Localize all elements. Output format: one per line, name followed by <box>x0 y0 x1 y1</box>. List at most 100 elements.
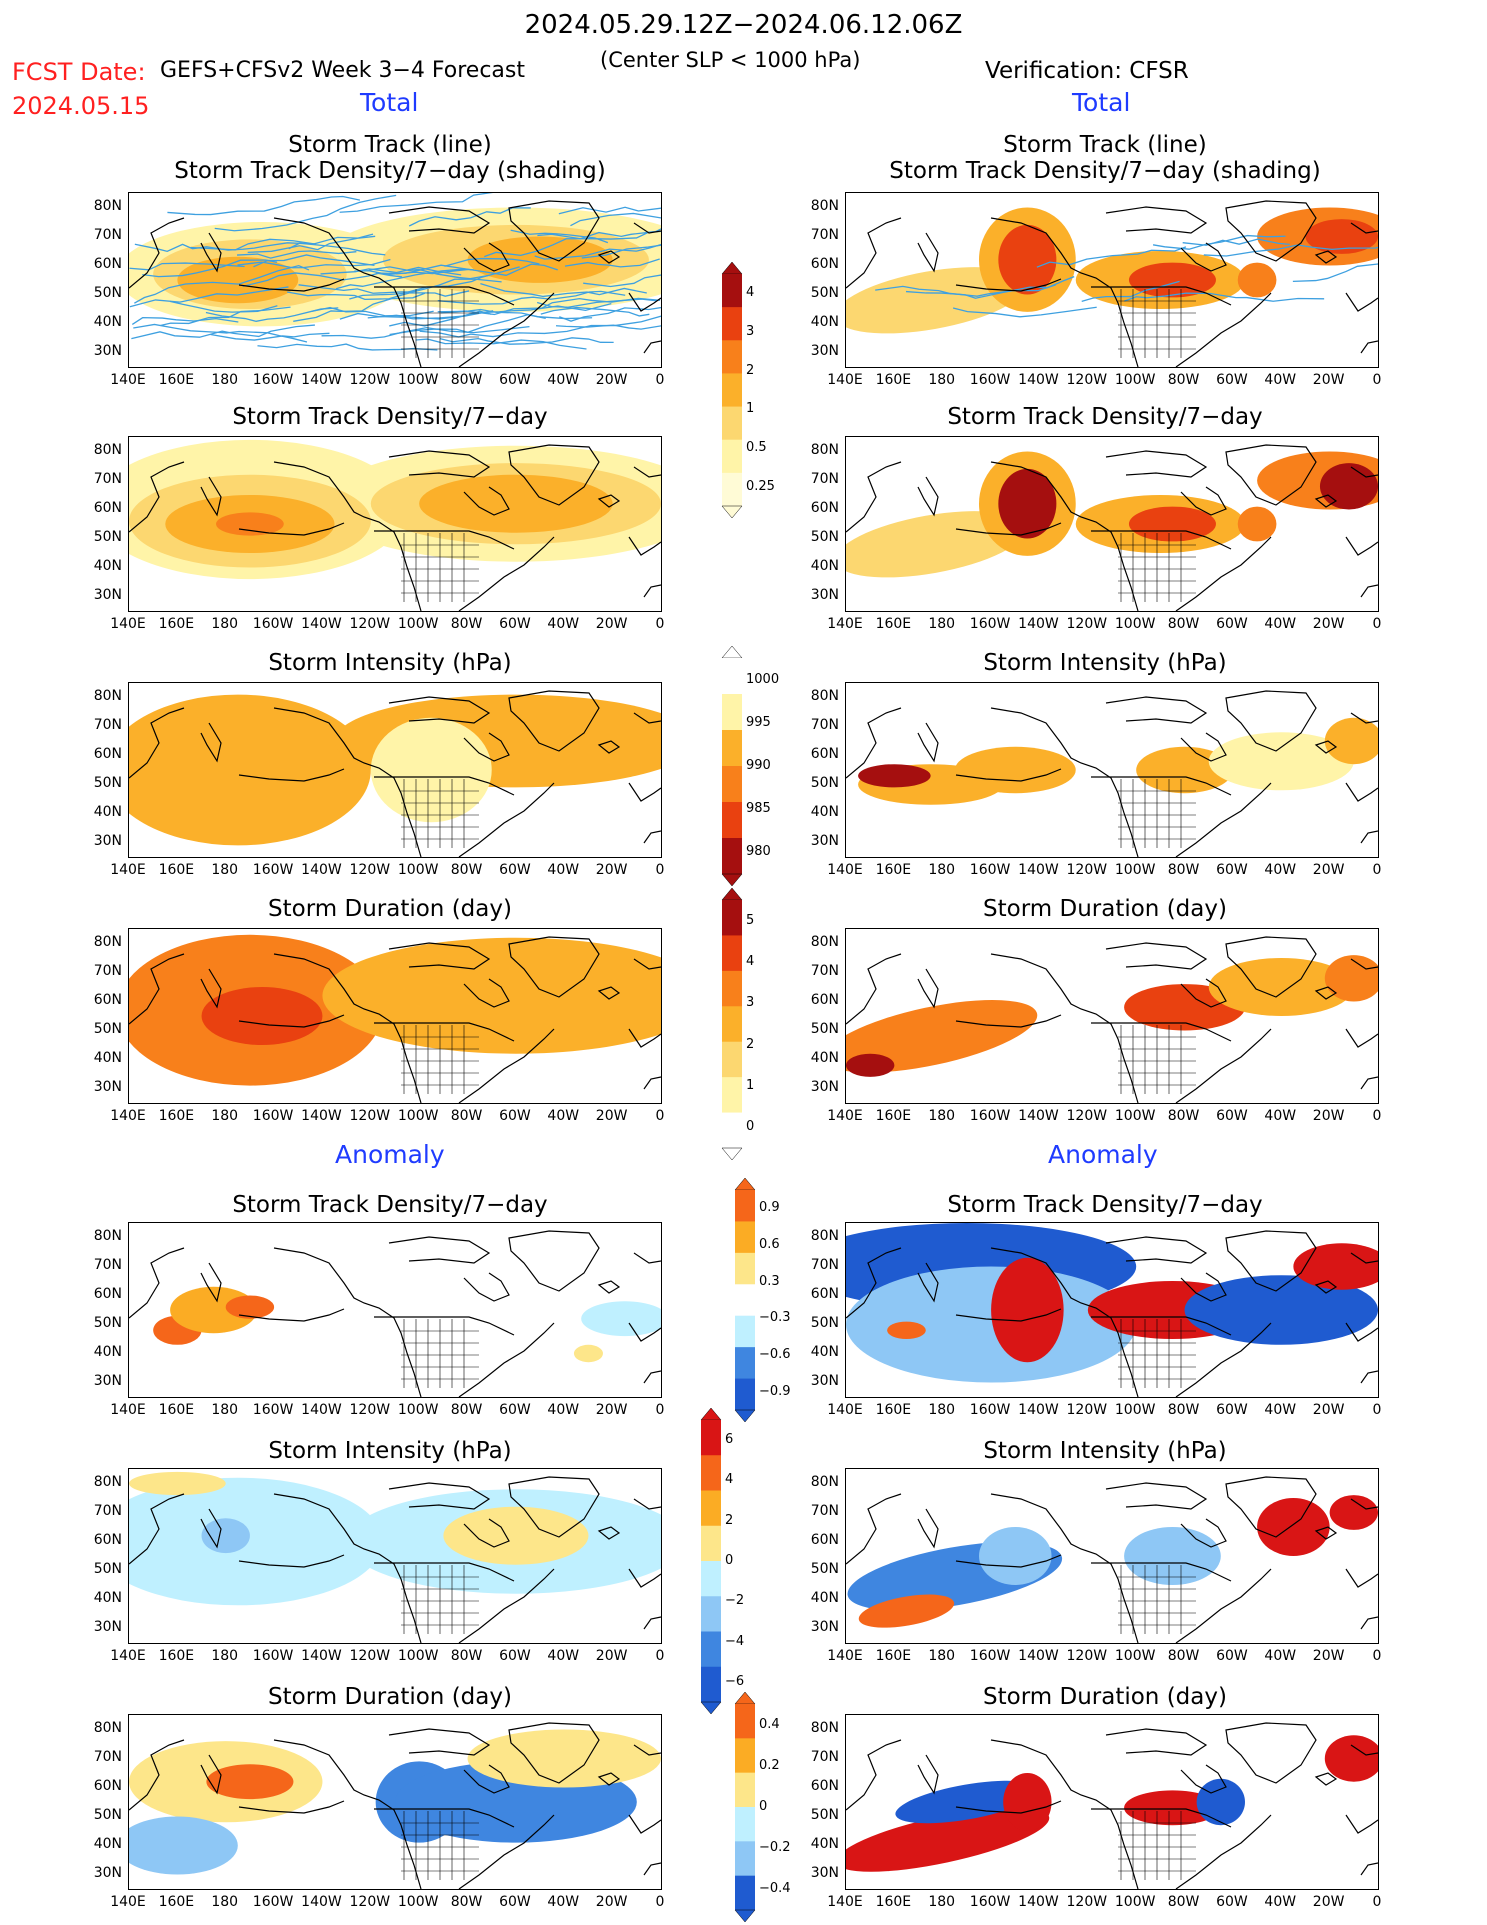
lat-tick-label: 70N <box>810 1256 839 1273</box>
left-anomaly-label: Anomaly <box>335 1140 445 1169</box>
verification-label: Verification: CFSR <box>985 58 1189 84</box>
lon-tick-label: 140E <box>827 372 863 388</box>
lon-tick-label: 160E <box>875 1894 912 1910</box>
colorbar-arrow-bottom <box>734 1409 756 1422</box>
lon-tick-label: 140W <box>301 372 342 388</box>
lon-tick-label: 160E <box>158 862 195 878</box>
lat-tick-label: 70N <box>810 962 839 979</box>
lon-tick-label: 0 <box>1372 372 1382 388</box>
lon-tick-label: 60W <box>499 372 531 388</box>
lon-tick-label: 160W <box>969 1108 1011 1124</box>
lat-tick-label: 60N <box>810 255 839 272</box>
verification-map-intensity <box>845 682 1379 858</box>
lat-tick-label: 30N <box>810 1078 839 1095</box>
lon-tick-label: 160E <box>875 1108 912 1124</box>
colorbar-arrow-bottom <box>721 1147 743 1160</box>
lon-tick-label: 120W <box>349 862 391 878</box>
verification-map-intensity-anom <box>845 1468 1379 1644</box>
lon-tick-label: 80W <box>1167 1648 1200 1664</box>
lon-tick-label: 180 <box>211 1402 239 1418</box>
lat-tick-label: 60N <box>93 255 122 272</box>
lon-tick-label: 60W <box>1216 1402 1248 1418</box>
colorbar-tick-label: 980 <box>746 844 771 860</box>
colorbar-intensity <box>721 646 743 886</box>
lon-tick-label: 60W <box>1216 862 1248 878</box>
lon-tick-label: 140E <box>110 862 146 878</box>
lat-tick-label: 40N <box>93 557 122 574</box>
colorbar-density-anom <box>734 1178 756 1422</box>
lon-tick-label: 160W <box>252 862 294 878</box>
lat-tick-label: 80N <box>810 687 839 704</box>
lon-tick-label: 80W <box>450 616 483 632</box>
lon-tick-label: 180 <box>928 1402 956 1418</box>
colorbar-tick-label: 5 <box>746 912 755 928</box>
colorbar-swatch <box>722 658 742 695</box>
colorbar-swatch <box>735 1378 755 1411</box>
lon-tick-label: 120W <box>1066 862 1108 878</box>
colorbar-swatch <box>701 1490 721 1527</box>
colorbar-tick-label: 0.6 <box>759 1237 780 1252</box>
lon-tick-label: 140E <box>110 1648 146 1664</box>
colorbar-swatch <box>722 373 742 408</box>
lat-tick-label: 30N <box>93 1864 122 1881</box>
lon-tick-label: 140W <box>1018 1108 1059 1124</box>
lat-tick-label: 50N <box>810 1560 839 1577</box>
lon-tick-label: 140E <box>110 1402 146 1418</box>
map-canvas <box>129 1230 661 1397</box>
lat-tick-label: 50N <box>810 1020 839 1037</box>
lon-tick-label: 80W <box>450 862 483 878</box>
lon-tick-label: 160W <box>969 616 1011 632</box>
colorbar-tick-label: −0.6 <box>759 1347 791 1362</box>
lon-tick-label: 120W <box>1066 1894 1108 1910</box>
lon-tick-label: 0 <box>1372 1108 1382 1124</box>
lon-tick-label: 100W <box>1114 1894 1156 1910</box>
map-canvas <box>846 200 1378 367</box>
model-label: GEFS+CFSv2 Week 3−4 Forecast <box>160 58 525 83</box>
lat-tick-label: 40N <box>93 1343 122 1360</box>
verification-map-track <box>845 192 1379 368</box>
forecast-map-duration-anom <box>128 1714 662 1890</box>
colorbar-swatch <box>735 1841 755 1877</box>
lat-tick-label: 80N <box>93 1719 122 1736</box>
lon-tick-label: 160W <box>969 862 1011 878</box>
colorbar-swatch <box>722 472 742 507</box>
left-track-title-1: Storm Track (line) <box>288 132 492 158</box>
lon-tick-label: 100W <box>1114 1402 1156 1418</box>
map-canvas <box>846 1722 1378 1889</box>
lon-tick-label: 20W <box>595 862 628 878</box>
colorbar-tick-label: 995 <box>746 714 771 730</box>
lat-tick-label: 80N <box>810 933 839 950</box>
lon-tick-label: 20W <box>595 372 628 388</box>
fcst-date-value: 2024.05.15 <box>12 92 150 120</box>
lon-tick-label: 20W <box>1312 1894 1345 1910</box>
colorbar-swatch <box>735 1772 755 1808</box>
lat-tick-label: 70N <box>93 1502 122 1519</box>
colorbar-arrow-bottom <box>700 1701 722 1714</box>
lon-tick-label: 180 <box>928 1648 956 1664</box>
lon-tick-label: 0 <box>655 1894 665 1910</box>
colorbar-swatch <box>722 1112 742 1149</box>
colorbar-arrow-top <box>700 1408 722 1421</box>
colorbar-duration-anom <box>734 1692 756 1922</box>
colorbar-swatch <box>722 406 742 441</box>
lon-tick-label: 140W <box>301 1894 342 1910</box>
colorbar-duration <box>721 888 743 1160</box>
left-intensity-anom-title: Storm Intensity (hPa) <box>268 1438 512 1464</box>
colorbar-tick-label: 0 <box>759 1799 768 1814</box>
right-track-title-1: Storm Track (line) <box>1003 132 1207 158</box>
colorbar-swatch <box>722 730 742 767</box>
lon-tick-label: 100W <box>1114 1108 1156 1124</box>
right-track-title-2: Storm Track Density/7−day (shading) <box>889 158 1321 184</box>
lat-tick-label: 60N <box>810 991 839 1008</box>
lon-tick-label: 180 <box>211 862 239 878</box>
lat-tick-label: 80N <box>810 1227 839 1244</box>
lon-tick-label: 60W <box>499 1894 531 1910</box>
lon-tick-label: 140E <box>827 1648 863 1664</box>
lon-tick-label: 40W <box>547 862 580 878</box>
colorbar-swatch <box>735 1347 755 1380</box>
colorbar-tick-label: 0.2 <box>759 1757 780 1773</box>
lon-tick-label: 160W <box>252 1648 294 1664</box>
lat-tick-label: 30N <box>93 832 122 849</box>
lon-tick-label: 140W <box>1018 372 1059 388</box>
lon-tick-label: 20W <box>1312 1108 1345 1124</box>
